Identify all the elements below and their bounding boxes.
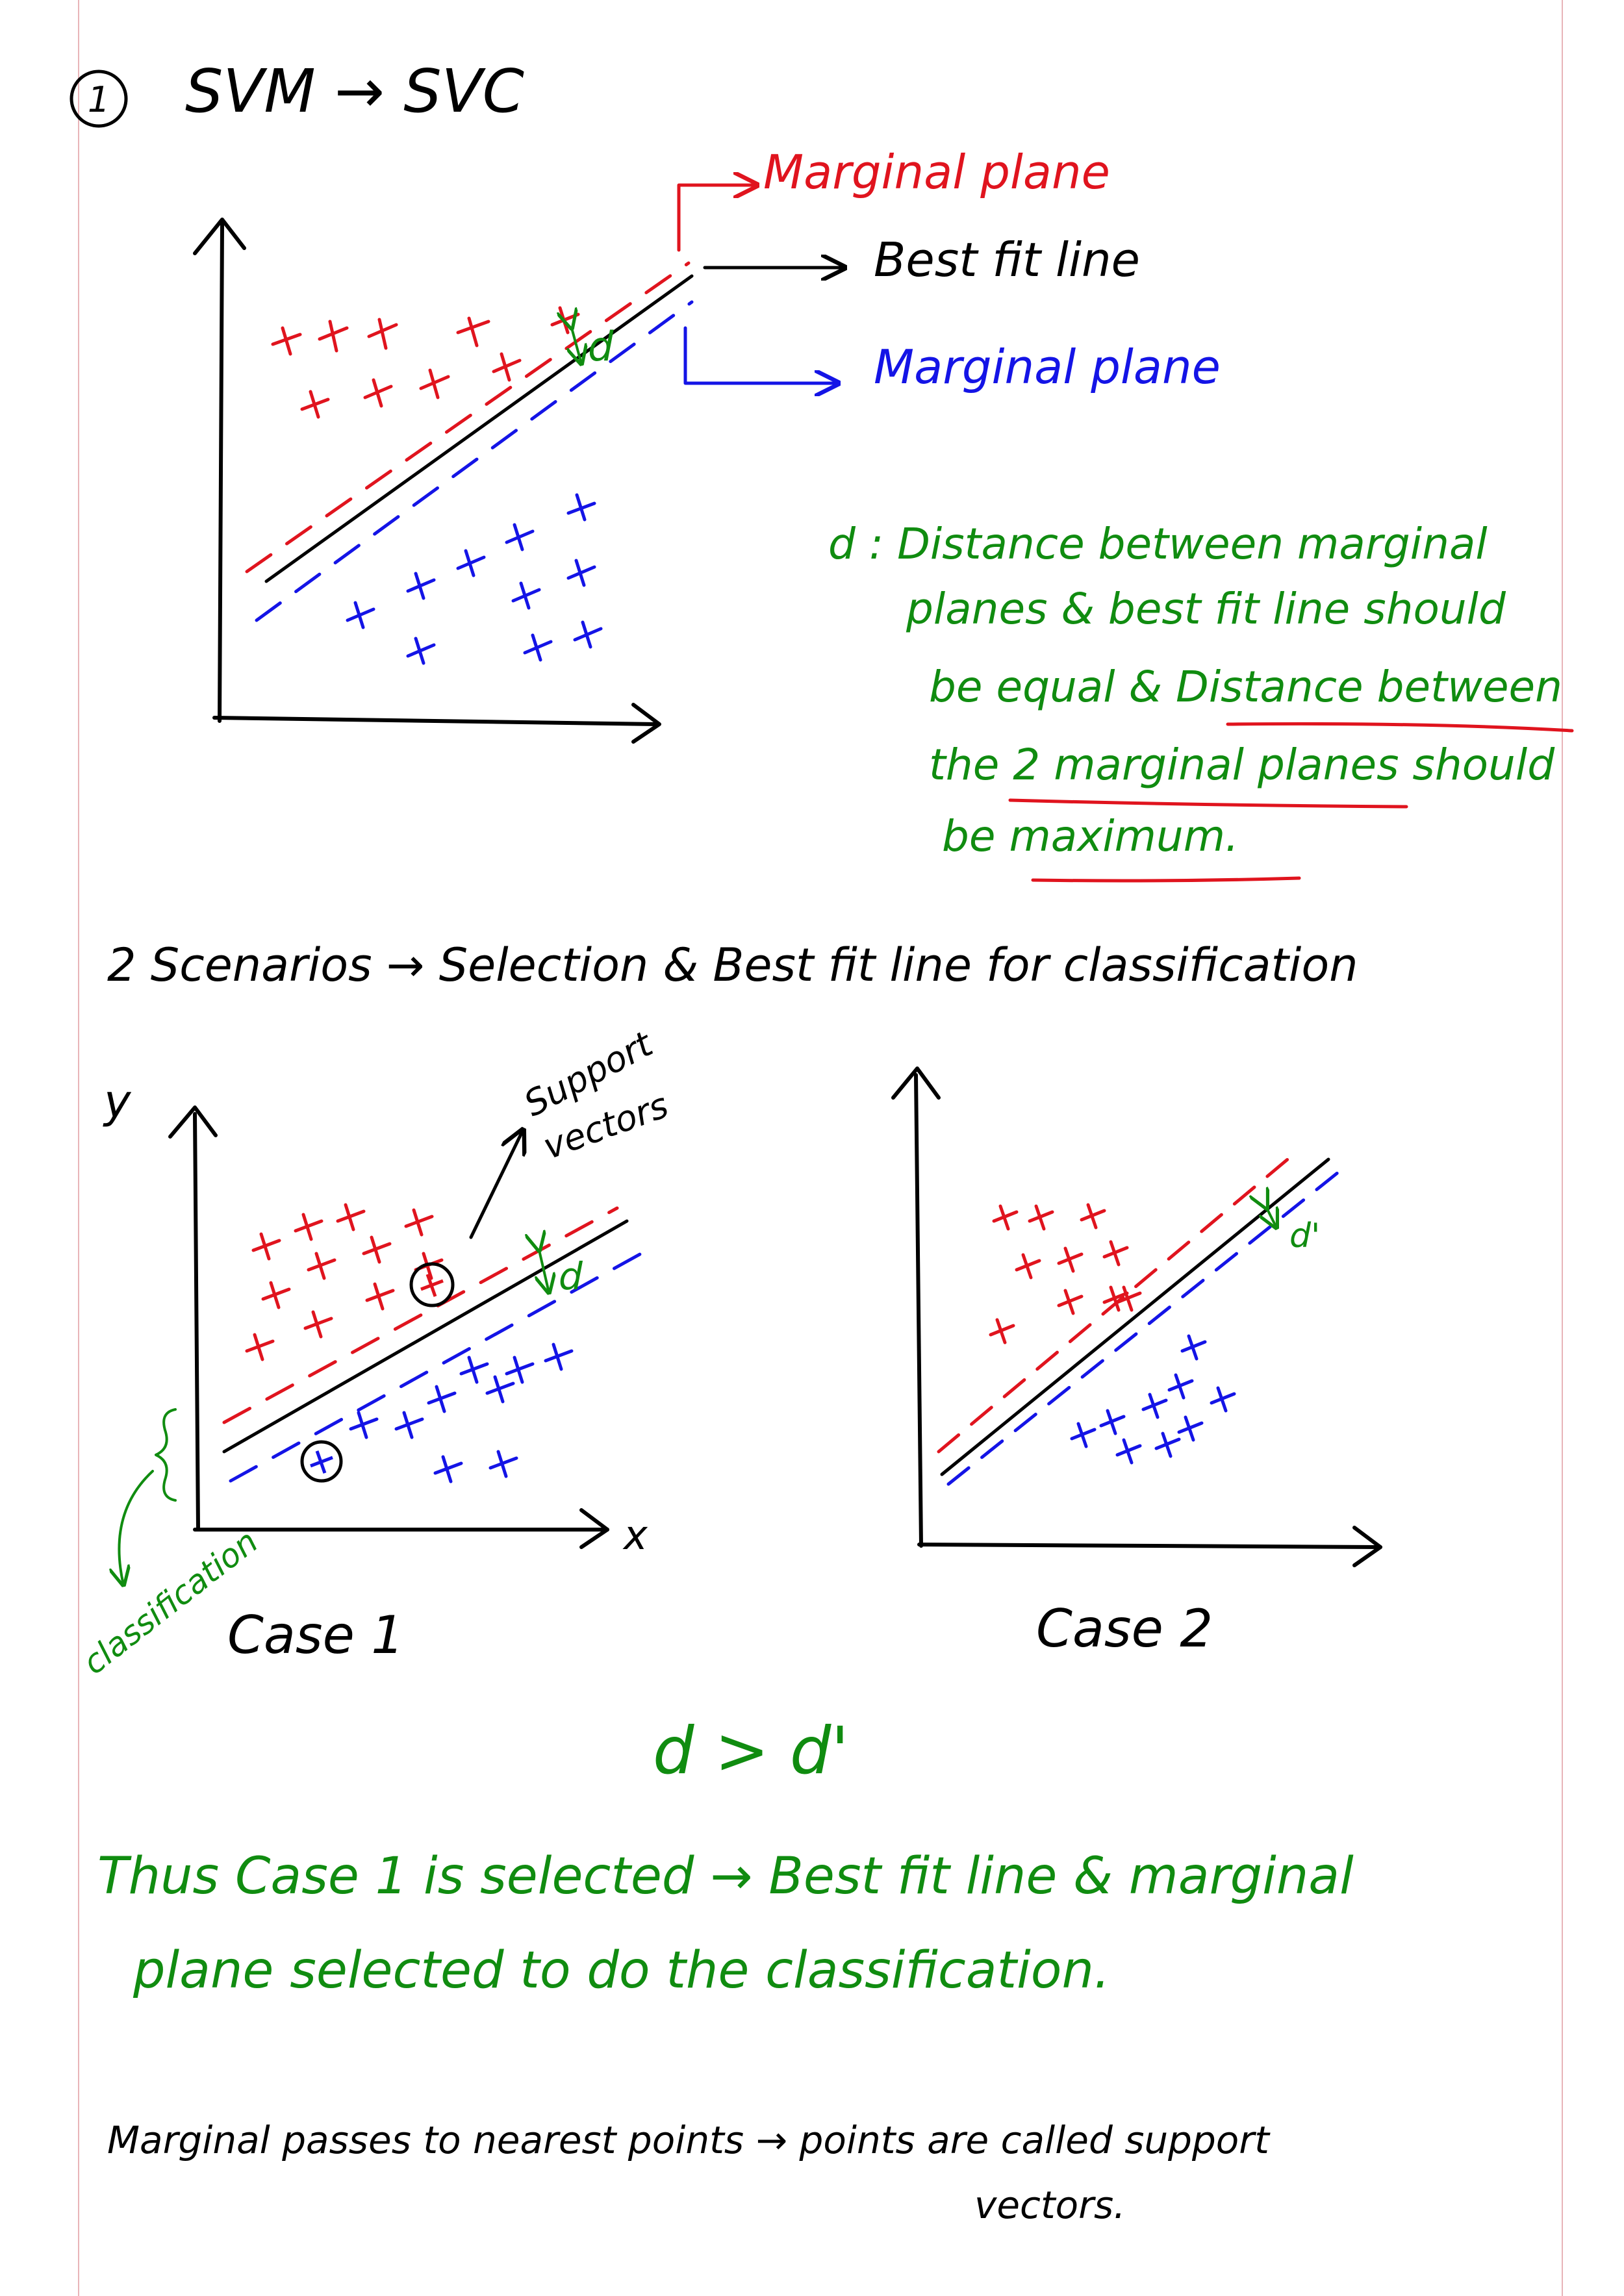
margin-distance-marker [572, 328, 581, 364]
case-2-red-points [989, 1203, 1142, 1344]
case-2-diagram: d' Case 2 [891, 1066, 1382, 1659]
y-axis [218, 222, 224, 723]
case-1-support-vector-blue [300, 1440, 343, 1483]
x-axis [212, 716, 658, 726]
definition-line-5: be maximum. [942, 811, 1239, 861]
case-1-support-vector-blue-cross [310, 1450, 333, 1474]
red-label-pointer [677, 185, 757, 252]
case-2-caption: Case 2 [1036, 1598, 1213, 1659]
case-2-y-axis [914, 1073, 923, 1548]
case-1-support-vector-red [409, 1262, 455, 1307]
case-2-distance-marker [1267, 1208, 1276, 1228]
y-axis-arrowhead [193, 218, 246, 255]
definition-line-2: planes & best fit line should [906, 584, 1506, 634]
red-marginal-plane-label: Marginal plane [763, 145, 1110, 199]
x-axis-arrowhead [631, 703, 661, 744]
conclusion-line-2: plane selected to do the classification. [133, 1941, 1110, 2000]
footnote: Marginal passes to nearest points → poin… [107, 2118, 1271, 2227]
case-1-distance-label: d [559, 1254, 583, 1298]
support-vectors-pointer [469, 1130, 523, 1239]
case-1-best-fit [222, 1219, 629, 1454]
case-1-blue-points [349, 1343, 574, 1483]
case-1-red-points [245, 1203, 444, 1361]
red-class-points [271, 306, 580, 419]
case-2-blue-points [1070, 1334, 1236, 1465]
margin-distance-label: d [588, 323, 614, 370]
heading-text: SVM → SVC [185, 57, 524, 126]
best-fit-line [264, 274, 694, 583]
case-1-y-label: y [103, 1075, 132, 1128]
definition-line-3: be equal & Distance between [929, 662, 1562, 712]
best-fit-line-label: Best fit line [874, 233, 1140, 287]
definition-line-1: d : Distance between marginal [828, 519, 1488, 569]
definition-block: d : Distance between marginal planes & b… [828, 519, 1562, 861]
case-1-lower-margin [229, 1245, 655, 1483]
case-2-x-arrowhead [1352, 1526, 1382, 1567]
heading: 1 SVM → SVC [70, 57, 524, 128]
definition-line-4: the 2 marginal planes should [929, 740, 1555, 790]
comparison: d > d' [653, 1713, 849, 1789]
case-2-y-arrowhead [891, 1066, 941, 1100]
lower-marginal-plane [255, 300, 694, 622]
upper-marginal-plane [245, 261, 691, 574]
footnote-line-1: Marginal passes to nearest points → poin… [107, 2118, 1271, 2162]
heading-number: 1 [88, 79, 110, 120]
right-margin-rule [1562, 0, 1563, 2296]
definition-underlines [1008, 722, 1574, 883]
classification-brace [155, 1408, 177, 1502]
case-1-x-label: x [622, 1511, 648, 1559]
case-1-diagram: y x [76, 1023, 674, 1682]
conclusion: Thus Case 1 is selected → Best fit line … [97, 1847, 1354, 2000]
case-1-upper-margin [222, 1206, 619, 1424]
case-1-x-arrowhead [579, 1508, 609, 1549]
case-1-y-axis [193, 1112, 200, 1532]
conclusion-line-1: Thus Case 1 is selected → Best fit line … [97, 1847, 1354, 1906]
classification-pointer [119, 1470, 154, 1585]
blue-class-points [346, 493, 603, 665]
case-1-distance-marker [539, 1250, 549, 1293]
case-2-distance-label: d' [1289, 1217, 1320, 1255]
scenarios-line: 2 Scenarios → Selection & Best fit line … [107, 939, 1358, 992]
blue-label-pointer [683, 326, 838, 383]
case-2-x-axis [917, 1543, 1382, 1549]
case-1-support-vector-red-cross [420, 1274, 444, 1297]
heading-number-circle [70, 69, 128, 128]
left-margin-rule [78, 0, 79, 2296]
blue-marginal-plane-label: Marginal plane [874, 340, 1221, 394]
case-1-y-arrowhead [168, 1105, 218, 1139]
case-1-caption: Case 1 [227, 1605, 404, 1665]
diagram-svm-margins: d Marginal plane Best fit line Marginal … [193, 145, 1221, 744]
footnote-line-2: vectors. [974, 2183, 1126, 2227]
